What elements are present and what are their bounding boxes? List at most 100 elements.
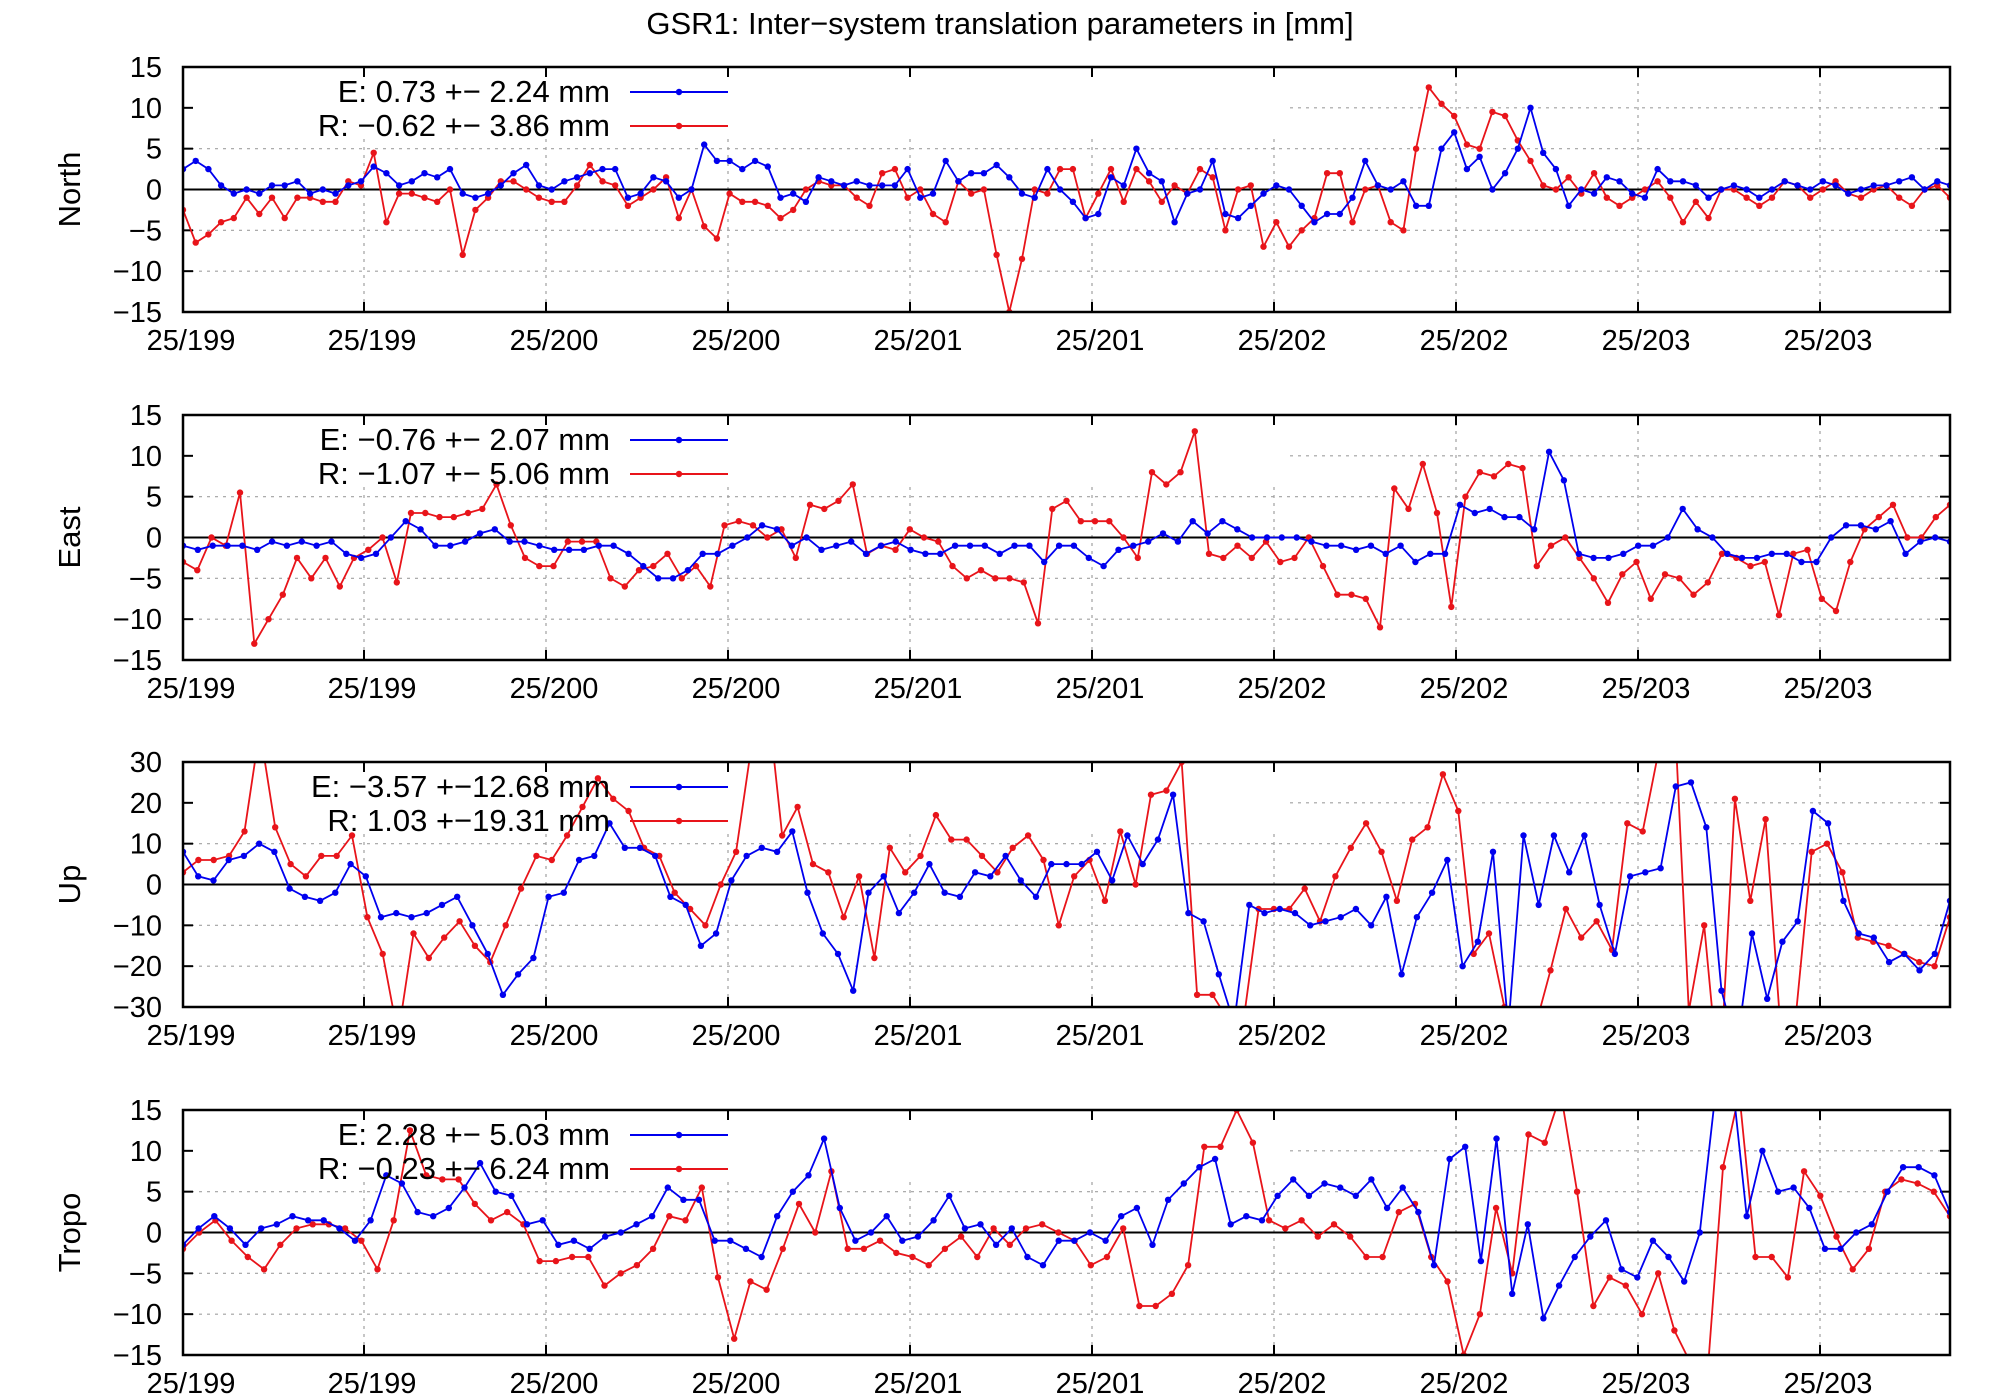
data-point-R xyxy=(792,554,799,562)
data-point-R xyxy=(455,1176,462,1183)
data-point-E xyxy=(680,1196,687,1204)
plot-frame xyxy=(181,65,1952,314)
data-point-E xyxy=(430,1213,437,1220)
data-point-R xyxy=(1525,1131,1532,1138)
data-point-R xyxy=(1633,558,1640,566)
data-point-R xyxy=(963,836,970,843)
plot-area xyxy=(183,762,1950,1051)
data-point-E xyxy=(210,877,217,884)
data-point-R xyxy=(507,522,514,529)
data-point-R xyxy=(1639,828,1646,835)
data-point-E xyxy=(343,550,350,557)
data-point-E xyxy=(1305,1192,1313,1200)
data-point-R xyxy=(1145,178,1153,185)
data-point-R xyxy=(1163,787,1170,794)
data-point-E xyxy=(1258,1217,1266,1224)
x-tick-label: 25/200 xyxy=(692,325,781,357)
data-point-E xyxy=(1055,1237,1062,1244)
data-point-R xyxy=(1517,1045,1523,1051)
data-point-R xyxy=(365,546,372,553)
data-point-R xyxy=(208,534,215,541)
data-point-E xyxy=(1149,1241,1156,1249)
data-point-R xyxy=(1622,1282,1630,1289)
data-point-E xyxy=(1753,554,1761,562)
data-point-E xyxy=(1718,987,1725,994)
data-point-E xyxy=(682,901,689,909)
data-point-E xyxy=(1078,860,1085,868)
data-point-E xyxy=(1932,534,1939,541)
data-point-E xyxy=(662,178,670,185)
data-point-R xyxy=(1409,836,1416,843)
data-point-R xyxy=(407,509,415,517)
data-point-E xyxy=(602,1233,609,1240)
data-point-E xyxy=(669,575,677,582)
data-point-R xyxy=(821,505,828,513)
data-point-R xyxy=(764,202,771,209)
x-tick-label: 25/202 xyxy=(1238,1368,1327,1400)
legend-marker-E xyxy=(675,783,683,791)
data-point-E xyxy=(1724,550,1731,557)
data-point-R xyxy=(1676,575,1683,582)
data-point-E xyxy=(1712,1091,1718,1097)
data-point-E xyxy=(408,178,415,185)
data-point-R xyxy=(795,1200,803,1208)
data-point-R xyxy=(1752,1253,1759,1261)
data-point-E xyxy=(1842,522,1850,529)
data-point-R xyxy=(1379,1253,1386,1261)
data-point-E xyxy=(1124,832,1131,839)
data-point-E xyxy=(1901,950,1908,958)
data-point-E xyxy=(1703,824,1710,831)
data-point-R xyxy=(1106,518,1113,525)
data-point-E xyxy=(194,546,201,553)
data-point-R xyxy=(1424,824,1431,831)
x-tick-label: 25/202 xyxy=(1238,1020,1327,1052)
data-point-R xyxy=(932,811,940,819)
data-point-E xyxy=(1293,534,1300,541)
data-point-R xyxy=(1804,546,1811,553)
legend-marker-R xyxy=(675,470,683,478)
data-point-E xyxy=(1705,194,1712,201)
data-point-R xyxy=(1034,620,1042,627)
data-point-R xyxy=(871,954,878,962)
data-point-R xyxy=(1298,227,1305,234)
data-point-R xyxy=(1117,828,1124,835)
data-point-E xyxy=(667,893,674,900)
data-point-R xyxy=(617,1270,624,1277)
data-point-E xyxy=(1164,1196,1172,1204)
data-point-E xyxy=(1291,909,1299,917)
data-point-R xyxy=(1768,194,1776,201)
data-point-E xyxy=(1154,836,1162,843)
data-point-E xyxy=(917,194,924,201)
data-point-R xyxy=(721,522,728,529)
data-point-R xyxy=(707,583,714,590)
data-point-R xyxy=(1578,934,1585,941)
data-point-E xyxy=(996,550,1003,557)
data-point-E xyxy=(980,170,988,177)
data-point-R xyxy=(1930,1188,1938,1195)
data-point-R xyxy=(1647,595,1655,602)
data-point-E xyxy=(895,909,903,917)
data-point-E xyxy=(1884,1188,1891,1195)
x-tick-label: 25/201 xyxy=(874,1368,963,1400)
data-point-E xyxy=(1063,860,1070,868)
data-point-E xyxy=(981,542,988,549)
data-point-E xyxy=(1524,1221,1532,1228)
data-point-R xyxy=(502,922,509,929)
data-point-E xyxy=(1794,918,1801,925)
data-point-R xyxy=(1800,1168,1808,1175)
data-point-E xyxy=(852,1237,859,1244)
data-point-E xyxy=(883,1213,890,1220)
plot-area xyxy=(183,428,1950,647)
data-point-E xyxy=(1158,178,1166,185)
data-point-E xyxy=(1428,889,1436,896)
data-point-R xyxy=(1024,832,1032,839)
data-point-E xyxy=(1489,848,1497,855)
data-point-E xyxy=(1349,194,1356,201)
data-point-E xyxy=(1185,909,1192,917)
x-tick-label: 25/199 xyxy=(328,673,417,705)
data-point-R xyxy=(594,775,602,782)
legend-label-R: R: −0.62 +− 3.86 mm xyxy=(318,108,610,143)
data-point-R xyxy=(1330,1221,1338,1228)
data-point-R xyxy=(664,550,671,557)
data-point-E xyxy=(652,852,659,860)
